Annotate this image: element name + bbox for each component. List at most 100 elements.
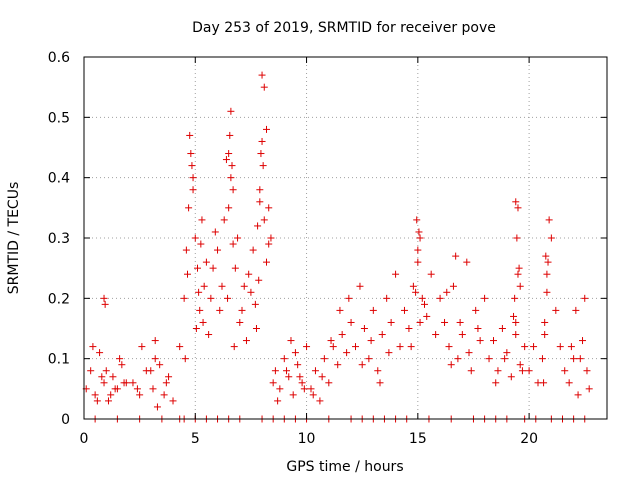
data-point — [329, 343, 337, 351]
data-point — [149, 385, 157, 393]
y-tick-label: 0.3 — [48, 231, 70, 247]
data-point — [102, 367, 110, 375]
data-point — [512, 318, 520, 326]
data-point — [516, 361, 524, 369]
data-point — [247, 288, 255, 296]
data-point — [267, 234, 275, 242]
data-point — [176, 343, 184, 351]
data-point — [271, 367, 279, 375]
data-point — [316, 397, 324, 405]
y-tick-label: 0.5 — [48, 110, 70, 126]
data-point — [552, 306, 560, 314]
data-point — [427, 270, 435, 278]
data-point — [229, 240, 237, 248]
data-point — [318, 373, 326, 381]
data-point — [265, 204, 273, 212]
data-point — [307, 385, 315, 393]
x-tick-label: 10 — [298, 431, 316, 447]
data-point — [180, 294, 188, 302]
data-point — [101, 300, 109, 308]
data-point — [258, 71, 266, 79]
data-point — [283, 367, 291, 375]
data-point — [511, 294, 519, 302]
data-point — [503, 349, 511, 357]
data-point — [238, 306, 246, 314]
y-tick-label: 0.1 — [48, 352, 70, 368]
data-point — [374, 367, 382, 375]
data-point — [251, 300, 259, 308]
data-point — [567, 343, 575, 351]
data-point — [136, 391, 144, 399]
data-point — [259, 162, 267, 170]
data-point — [543, 270, 551, 278]
data-point — [476, 337, 484, 345]
data-point — [576, 355, 584, 363]
data-point — [513, 234, 521, 242]
data-point — [120, 379, 128, 387]
data-point — [485, 355, 493, 363]
x-tick-label: 15 — [409, 431, 427, 447]
data-point — [107, 391, 115, 399]
data-point — [507, 373, 515, 381]
data-point — [220, 216, 228, 224]
data-point — [262, 125, 270, 133]
data-point — [472, 306, 480, 314]
data-point — [258, 137, 266, 145]
data-point — [227, 107, 235, 115]
data-point — [405, 325, 413, 332]
data-point — [514, 270, 522, 278]
data-point — [530, 343, 538, 351]
data-point — [336, 306, 344, 314]
data-point — [285, 373, 293, 381]
data-point — [257, 150, 265, 158]
data-point — [561, 367, 569, 375]
data-point — [396, 343, 404, 351]
data-point — [205, 331, 213, 339]
data-point — [191, 234, 199, 242]
data-point — [409, 282, 417, 290]
data-point — [585, 385, 593, 393]
data-point — [385, 349, 393, 357]
data-point — [542, 252, 550, 260]
data-point — [510, 312, 518, 320]
data-point — [249, 246, 257, 254]
data-point — [109, 373, 117, 381]
data-point — [100, 379, 108, 387]
data-point — [494, 367, 502, 375]
data-point — [376, 379, 384, 387]
data-points — [82, 71, 593, 423]
data-point — [541, 318, 549, 326]
data-point — [514, 204, 522, 212]
data-point — [133, 385, 141, 393]
data-point — [512, 198, 520, 206]
data-point — [182, 246, 190, 254]
data-point — [231, 264, 239, 272]
data-point — [151, 337, 159, 345]
data-point — [169, 397, 177, 405]
data-point — [216, 306, 224, 314]
data-point — [214, 246, 222, 254]
data-point — [334, 361, 342, 369]
data-point — [254, 222, 262, 230]
chart-title: Day 253 of 2019, SRMTID for receiver pov… — [192, 20, 496, 36]
y-axis-label: SRMTID / TECUs — [6, 182, 22, 295]
data-point — [320, 355, 328, 363]
data-point — [498, 325, 506, 332]
data-point — [501, 355, 509, 363]
data-point — [207, 294, 215, 302]
data-point — [447, 361, 455, 369]
data-point — [185, 204, 193, 212]
data-point — [579, 337, 587, 345]
data-point — [236, 318, 244, 326]
data-point — [449, 282, 457, 290]
data-point — [89, 343, 97, 351]
data-point — [416, 318, 424, 326]
data-point — [104, 397, 112, 405]
data-point — [162, 379, 170, 387]
data-point — [197, 240, 205, 248]
data-point — [98, 373, 106, 381]
data-point — [222, 156, 230, 164]
data-point — [413, 216, 421, 224]
data-point — [209, 264, 217, 272]
